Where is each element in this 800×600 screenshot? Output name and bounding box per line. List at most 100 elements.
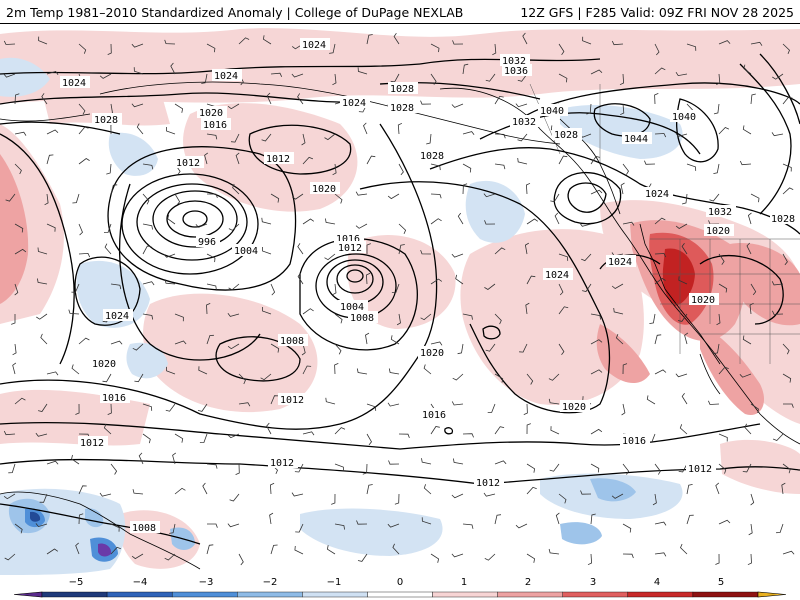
wind-barb [515,103,528,108]
wind-barb [332,73,337,86]
wind-barb [619,73,625,86]
wind-barb [291,73,304,78]
wind-barb [172,452,177,465]
wind-barb [78,103,86,115]
wind-barb [686,43,697,51]
wind-barb [713,103,720,115]
wind-barb [550,193,560,203]
isobar-label: 1040 [672,112,696,123]
wind-barb [750,93,756,105]
wind-barb [750,493,755,506]
wind-barb [558,73,568,83]
wind-barb [453,458,464,465]
wind-barb [526,423,531,435]
wind-barb [622,221,635,226]
wind-barb [718,40,731,45]
wind-barb [174,193,181,206]
wind-barb [718,127,730,135]
wind-barb [462,163,472,173]
wind-barb [718,519,731,525]
wind-barb [167,214,176,225]
wind-barb [457,343,464,355]
colorbar-tick: 5 [718,577,724,588]
wind-barb [334,343,342,355]
wind-barb [750,403,759,413]
wind-barb [654,463,661,475]
wind-barb [747,212,752,225]
wind-barb [138,452,144,465]
wind-barb [646,395,656,405]
wind-barb [355,191,368,196]
wind-barb [166,126,176,135]
wind-barb [483,492,496,497]
wind-barb [363,122,368,135]
wind-barb [11,314,16,325]
wind-barb [709,193,720,202]
wind-barb [582,283,592,292]
wind-barb [227,103,240,110]
anomaly-colorbar: −5 −4 −3 −2 −1 0 1 2 3 4 5 [0,575,800,600]
wind-barb [590,189,603,195]
wind-barb [484,283,496,290]
wind-barb [204,152,209,165]
wind-barb [781,482,786,495]
wind-barb [136,123,144,135]
wind-barb [718,253,725,265]
wind-barb [46,371,59,376]
wind-barb [681,392,688,405]
wind-barb [581,253,592,262]
wind-barb [206,133,218,140]
isobar-label: 1020 [706,226,730,237]
wind-barb [227,313,240,317]
wind-barb [269,482,275,495]
isobar-label: 1024 [645,189,669,200]
isobar-label: 1016 [203,120,227,131]
isobar-label: 1008 [280,336,304,347]
wind-barb [46,129,59,135]
wind-barb [334,363,339,375]
wind-barb [238,373,246,385]
wind-barb [590,69,603,75]
wind-barb [166,366,176,375]
wind-barb [680,543,688,555]
wind-barb [398,223,407,235]
wind-barb [420,313,432,321]
wind-barb [782,550,795,555]
wind-barb [398,244,405,255]
wind-barb [325,218,336,225]
wind-barb [270,193,280,203]
wind-barb [46,460,59,465]
wind-barb [262,35,272,45]
wind-barb [430,43,440,53]
wind-barb [590,339,603,345]
wind-barb [297,243,304,255]
wind-barb [365,272,371,285]
wind-barb [675,373,688,378]
wind-barb [558,493,567,504]
wind-barb [716,313,721,326]
wind-barb [4,553,16,561]
wind-barb [675,132,688,137]
wind-barb [297,93,304,105]
wind-barb [526,218,539,225]
wind-barb [206,193,218,198]
isobar-label: 1036 [504,66,528,77]
wind-barb [131,103,144,108]
wind-barb [235,152,240,165]
anomaly-map: 1024 1024 1024 1024 1028 1028 1032 1036 … [0,24,800,575]
wind-barb [590,463,600,473]
wind-barb [131,43,144,48]
wind-barb [430,278,443,285]
wind-barb [622,523,632,533]
wind-barb [71,364,80,375]
wind-barb [451,401,464,406]
wind-barb [678,276,688,285]
wind-barb [485,73,496,82]
wind-barb [270,72,283,77]
isobar-label: 1016 [102,393,126,404]
wind-barb [558,343,565,356]
wind-barb [742,335,752,345]
wind-barb [14,93,20,105]
wind-barb [78,43,87,54]
wind-barb [494,133,506,139]
